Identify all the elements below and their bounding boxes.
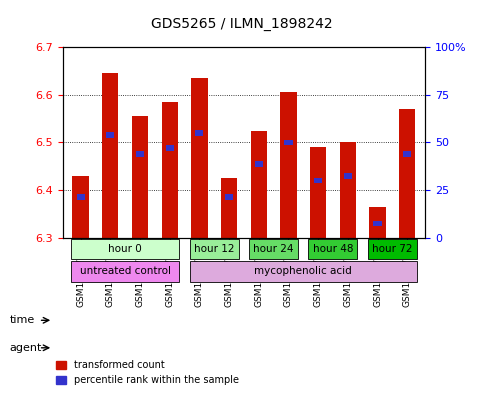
Bar xyxy=(340,142,356,238)
Text: GDS5265 / ILMN_1898242: GDS5265 / ILMN_1898242 xyxy=(151,17,332,31)
Text: agent: agent xyxy=(10,343,42,353)
Text: hour 12: hour 12 xyxy=(194,244,234,253)
Bar xyxy=(195,130,203,136)
Bar xyxy=(221,178,237,238)
Bar xyxy=(72,176,89,238)
Bar xyxy=(225,195,233,200)
FancyBboxPatch shape xyxy=(71,261,179,282)
FancyBboxPatch shape xyxy=(249,239,298,259)
Text: untreated control: untreated control xyxy=(80,266,170,276)
Text: time: time xyxy=(10,315,35,325)
Text: mycophenolic acid: mycophenolic acid xyxy=(255,266,352,276)
FancyBboxPatch shape xyxy=(190,261,417,282)
Bar xyxy=(369,207,386,238)
Bar xyxy=(251,130,267,238)
Text: hour 24: hour 24 xyxy=(254,244,294,253)
Bar xyxy=(310,147,327,238)
Bar xyxy=(344,173,352,179)
Bar xyxy=(161,102,178,238)
FancyBboxPatch shape xyxy=(368,239,417,259)
Bar xyxy=(403,151,412,157)
Legend: transformed count, percentile rank within the sample: transformed count, percentile rank withi… xyxy=(53,358,242,388)
Bar xyxy=(399,109,415,238)
Bar xyxy=(136,151,144,157)
Bar xyxy=(314,178,322,184)
Text: hour 0: hour 0 xyxy=(108,244,142,253)
Bar xyxy=(373,220,382,226)
FancyBboxPatch shape xyxy=(71,239,179,259)
Bar xyxy=(102,73,118,238)
Bar xyxy=(132,116,148,238)
Bar xyxy=(106,132,114,138)
FancyBboxPatch shape xyxy=(309,239,357,259)
Bar xyxy=(191,78,208,238)
Bar xyxy=(166,145,174,151)
Text: hour 48: hour 48 xyxy=(313,244,353,253)
Bar xyxy=(284,140,293,145)
Bar xyxy=(255,161,263,167)
Bar xyxy=(76,195,85,200)
FancyBboxPatch shape xyxy=(190,239,239,259)
Bar xyxy=(280,92,297,238)
Text: hour 72: hour 72 xyxy=(372,244,412,253)
